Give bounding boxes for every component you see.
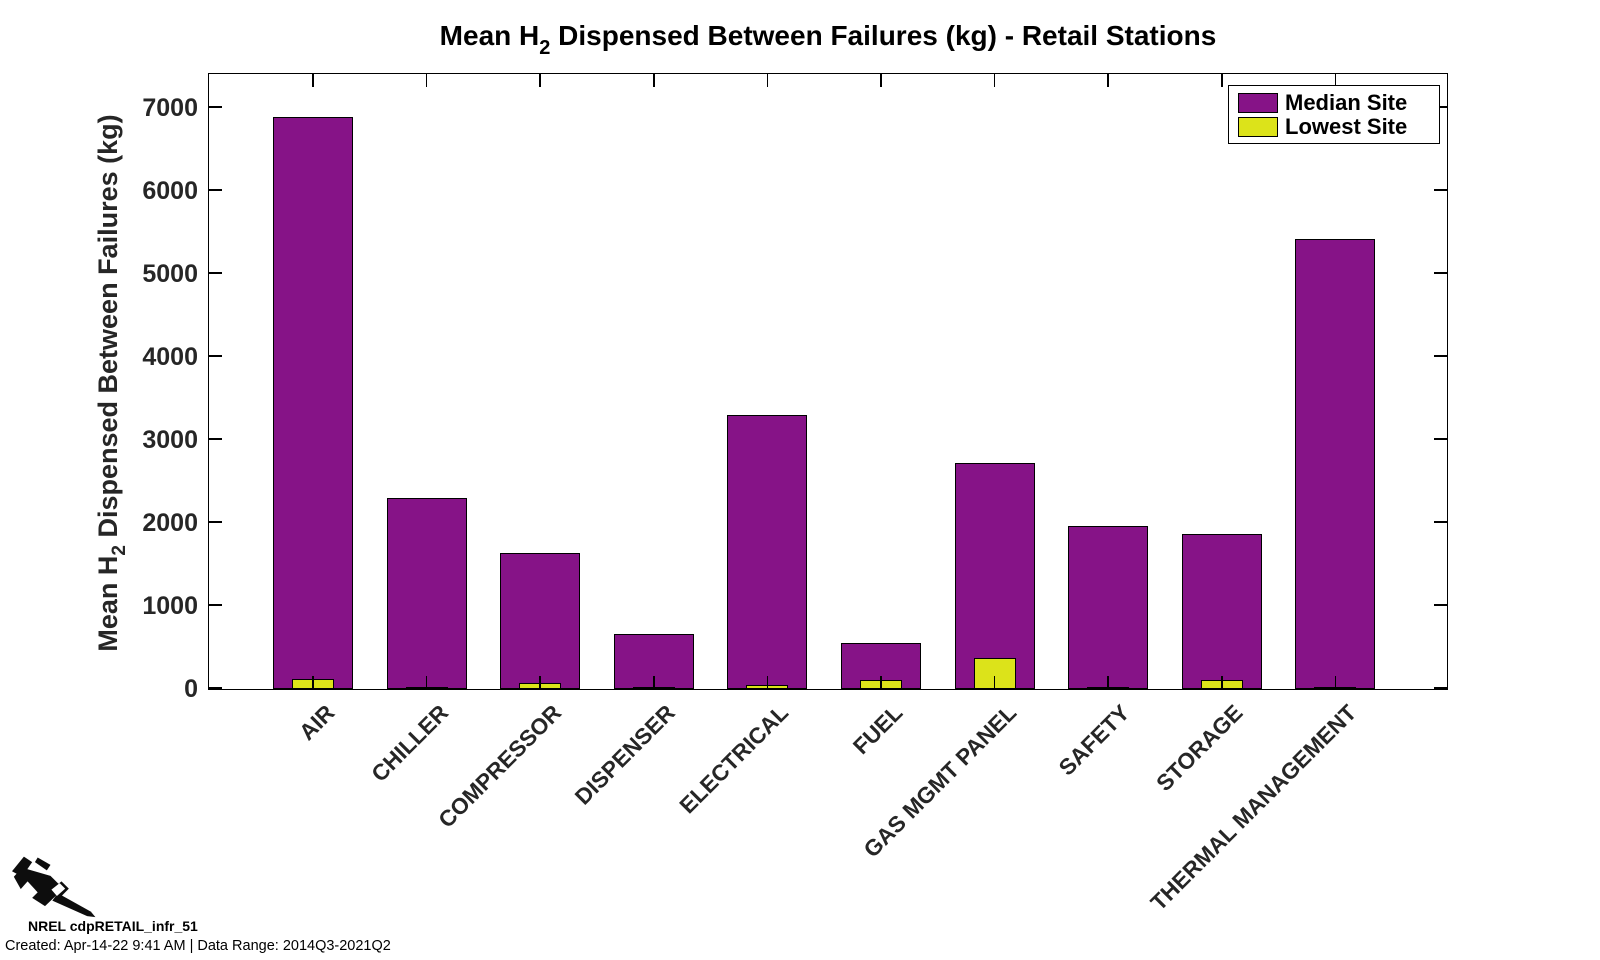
x-tick bbox=[880, 676, 882, 689]
y-axis-label-subscript: 2 bbox=[109, 545, 130, 556]
x-tick-label-thermal-management: THERMAL MANAGEMENT bbox=[1146, 700, 1362, 916]
y-tick bbox=[209, 272, 222, 274]
bar-median-safety bbox=[1068, 526, 1149, 689]
y-tick-label: 2000 bbox=[142, 508, 198, 537]
h2-nozzle-logo-icon bbox=[12, 856, 96, 918]
bar-median-compressor bbox=[500, 552, 581, 689]
x-tick bbox=[425, 74, 428, 87]
y-tick-label: 0 bbox=[184, 674, 198, 703]
bar-median-storage bbox=[1181, 533, 1262, 689]
x-tick bbox=[425, 676, 428, 689]
x-tick bbox=[1221, 74, 1223, 87]
footer-dataset-id: NREL cdpRETAIL_infr_51 bbox=[28, 918, 198, 934]
legend-swatch-median-site bbox=[1238, 93, 1278, 113]
chart-title-suffix: Dispensed Between Failures (kg) - Retail… bbox=[550, 20, 1217, 51]
x-tick bbox=[1107, 676, 1109, 689]
y-tick-label: 7000 bbox=[142, 93, 198, 122]
x-tick bbox=[880, 74, 882, 87]
x-tick bbox=[766, 676, 769, 689]
bar-median-thermal-management bbox=[1295, 239, 1376, 689]
x-tick-label-electrical: ELECTRICAL bbox=[675, 700, 794, 819]
y-tick bbox=[1434, 106, 1447, 108]
x-tick bbox=[1107, 74, 1109, 87]
y-tick bbox=[1434, 438, 1447, 440]
x-tick bbox=[766, 74, 769, 87]
legend-item-lowest-site: Lowest Site bbox=[1238, 115, 1431, 139]
x-tick bbox=[993, 676, 996, 689]
chart-title-subscript: 2 bbox=[539, 37, 551, 59]
legend-item-median-site: Median Site bbox=[1238, 91, 1431, 115]
x-tick-label-compressor: COMPRESSOR bbox=[433, 700, 567, 833]
x-tick bbox=[312, 74, 314, 87]
x-tick-label-storage: STORAGE bbox=[1151, 700, 1248, 797]
x-tick bbox=[539, 676, 541, 689]
x-tick-label-safety: SAFETY bbox=[1053, 700, 1135, 781]
x-tick bbox=[1221, 676, 1223, 689]
chart-title-prefix: Mean H bbox=[439, 20, 540, 51]
y-tick bbox=[209, 687, 222, 689]
bar-median-chiller bbox=[386, 498, 467, 689]
x-tick-label-fuel: FUEL bbox=[847, 700, 908, 760]
y-tick bbox=[209, 521, 222, 523]
y-tick-label: 1000 bbox=[142, 591, 198, 620]
y-tick-label: 4000 bbox=[142, 342, 198, 371]
y-tick bbox=[1434, 189, 1447, 191]
x-tick bbox=[653, 676, 655, 689]
legend: Median Site Lowest Site bbox=[1228, 85, 1440, 144]
x-tick bbox=[1334, 676, 1337, 689]
y-tick bbox=[1434, 521, 1447, 523]
y-tick bbox=[209, 189, 222, 191]
plot-area: Median Site Lowest Site bbox=[208, 73, 1448, 690]
x-tick-label-chiller: CHILLER bbox=[366, 700, 453, 787]
x-tick bbox=[653, 74, 655, 87]
y-tick bbox=[209, 106, 222, 108]
legend-label-median-site: Median Site bbox=[1285, 90, 1408, 115]
y-tick bbox=[209, 355, 222, 357]
y-tick bbox=[1434, 687, 1447, 689]
x-tick bbox=[993, 74, 996, 87]
y-tick-label: 3000 bbox=[142, 425, 198, 454]
y-tick bbox=[1434, 604, 1447, 606]
legend-swatch-lowest-site bbox=[1238, 117, 1278, 137]
x-tick-label-dispenser: DISPENSER bbox=[570, 700, 680, 810]
chart-title: Mean H2 Dispensed Between Failures (kg) … bbox=[228, 20, 1428, 59]
y-tick bbox=[209, 438, 222, 440]
legend-label-lowest-site: Lowest Site bbox=[1285, 114, 1408, 139]
x-tick bbox=[312, 676, 314, 689]
y-tick-label: 6000 bbox=[142, 176, 198, 205]
y-tick bbox=[1434, 272, 1447, 274]
y-tick-label: 5000 bbox=[142, 259, 198, 288]
bar-median-electrical bbox=[727, 415, 808, 689]
y-tick bbox=[209, 604, 222, 606]
bar-median-gas-mgmt-panel bbox=[954, 463, 1035, 689]
x-tick bbox=[1334, 74, 1337, 87]
bar-median-air bbox=[273, 116, 353, 689]
y-tick bbox=[1434, 355, 1447, 357]
x-tick bbox=[539, 74, 541, 87]
footer-created-line: Created: Apr-14-22 9:41 AM | Data Range:… bbox=[5, 938, 391, 954]
x-tick-label-air: AIR bbox=[294, 700, 340, 746]
